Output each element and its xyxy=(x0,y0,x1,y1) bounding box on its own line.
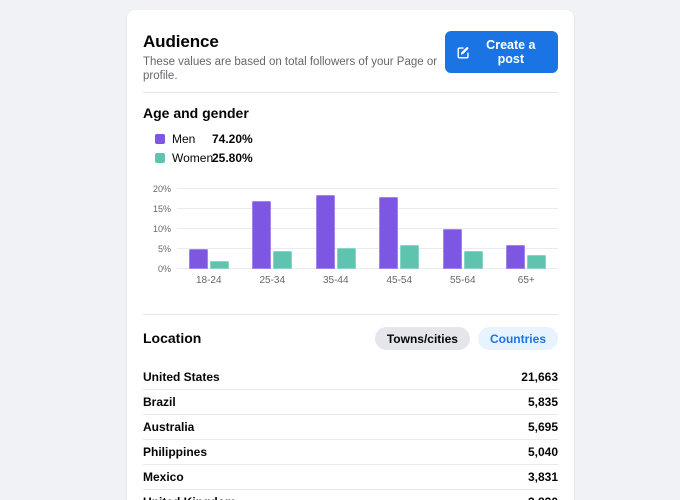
location-header: Location Towns/cities Countries xyxy=(143,327,558,350)
location-toggle-group: Towns/cities Countries xyxy=(374,327,558,350)
legend-value-men: 74.20% xyxy=(212,132,253,146)
chart-plot xyxy=(177,188,558,269)
chart-group-55-64 xyxy=(431,189,495,269)
x-tick-label-65: 65+ xyxy=(517,275,535,286)
location-value-mexico: 3,831 xyxy=(527,470,558,484)
toggle-countries[interactable]: Countries xyxy=(477,327,558,350)
toggle-towns-cities[interactable]: Towns/cities xyxy=(374,327,470,350)
chart-groups xyxy=(177,189,558,269)
location-row-australia[interactable]: Australia 5,695 xyxy=(143,415,558,440)
y-tick-label-15: 15% xyxy=(152,204,171,214)
legend-swatch-men xyxy=(155,134,165,144)
bar-men-45-54[interactable] xyxy=(379,197,399,269)
bar-men-35-44[interactable] xyxy=(315,194,335,269)
location-name-united-kingdom: United Kingdom xyxy=(143,495,236,500)
legend-value-women: 25.80% xyxy=(212,151,253,165)
location-value-australia: 5,695 xyxy=(527,420,558,434)
page-title: Audience xyxy=(143,32,219,51)
create-post-label: Create a post xyxy=(486,38,536,66)
chart-y-axis: 0% 5% 10% 15% 20% xyxy=(143,184,171,274)
chart-group-65 xyxy=(495,189,559,269)
header-divider xyxy=(143,92,558,93)
location-name-united-states: United States xyxy=(143,370,220,384)
bar-women-25-34[interactable] xyxy=(273,251,293,269)
age-gender-legend: Men 74.20% Women 25.80% xyxy=(155,132,558,165)
chart-group-25-34 xyxy=(241,189,305,269)
chart-group-45-54 xyxy=(368,189,432,269)
gridline-10 xyxy=(177,228,558,229)
card-header: Audience These values are based on total… xyxy=(127,10,574,83)
bar-men-65[interactable] xyxy=(506,245,526,269)
chart-group-35-44 xyxy=(304,189,368,269)
legend-swatch-women xyxy=(155,153,165,163)
legend-label-women: Women xyxy=(172,151,214,165)
legend-item-women: Women 25.80% xyxy=(155,151,558,165)
bar-women-45-54[interactable] xyxy=(400,244,420,269)
gridline-15 xyxy=(177,208,558,209)
location-row-united-states[interactable]: United States 21,663 xyxy=(143,365,558,390)
chart-body: 0% 5% 10% 15% 20% xyxy=(143,184,558,274)
location-name-mexico: Mexico xyxy=(143,470,184,484)
header-text: Audience These values are based on total… xyxy=(143,31,445,83)
y-tick-label-5: 5% xyxy=(157,244,171,254)
age-gender-title: Age and gender xyxy=(143,105,249,121)
bar-men-55-64[interactable] xyxy=(442,229,462,269)
page-subtitle: These values are based on total follower… xyxy=(143,56,438,82)
x-tick-label-55-64: 55-64 xyxy=(449,275,476,286)
age-gender-section: Age and gender Men 74.20% Women 25.80% 0% 5%… xyxy=(127,93,574,286)
create-post-button[interactable]: Create a post xyxy=(444,31,558,73)
x-tick-label-45-54: 45-54 xyxy=(386,275,413,286)
audience-card: Audience These values are based on total… xyxy=(127,10,574,500)
location-row-mexico[interactable]: Mexico 3,831 xyxy=(143,465,558,490)
x-tick-label-25-34: 25-34 xyxy=(259,275,286,286)
location-value-brazil: 5,835 xyxy=(527,395,558,409)
y-tick-label-0: 0% xyxy=(157,264,171,274)
location-row-united-kingdom[interactable]: United Kingdom 3,830 xyxy=(143,490,558,500)
bar-women-18-24[interactable] xyxy=(209,261,229,269)
location-row-philippines[interactable]: Philippines 5,040 xyxy=(143,440,558,465)
y-tick-label-10: 10% xyxy=(152,224,171,234)
location-table: United States 21,663 Brazil 5,835 Australia 5… xyxy=(143,365,558,500)
location-name-australia: Australia xyxy=(143,420,195,434)
legend-item-men: Men 74.20% xyxy=(155,132,558,146)
location-row-brazil[interactable]: Brazil 5,835 xyxy=(143,390,558,415)
location-name-philippines: Philippines xyxy=(143,445,208,459)
location-name-brazil: Brazil xyxy=(143,395,176,409)
x-tick-label-18-24: 18-24 xyxy=(195,275,222,286)
bar-women-65[interactable] xyxy=(527,255,547,269)
gridline-0 xyxy=(177,268,558,269)
chart-group-18-24 xyxy=(177,189,241,269)
location-section: Location Towns/cities Countries United St… xyxy=(127,315,574,500)
location-title: Location xyxy=(143,330,202,346)
location-value-united-kingdom: 3,830 xyxy=(528,495,558,500)
legend-label-men: Men xyxy=(172,132,196,146)
bar-men-18-24[interactable] xyxy=(188,249,208,269)
gridline-20 xyxy=(177,188,558,189)
location-value-philippines: 5,040 xyxy=(527,445,558,459)
location-value-united-states: 21,663 xyxy=(521,370,558,384)
section-divider xyxy=(143,314,558,315)
gridline-5 xyxy=(177,248,558,249)
bar-women-35-44[interactable] xyxy=(336,247,356,269)
bar-men-25-34[interactable] xyxy=(252,201,272,269)
chart-x-axis: 18-24 25-34 35-44 45-54 55-64 65+ xyxy=(177,275,558,286)
x-tick-label-35-44: 35-44 xyxy=(322,275,349,286)
y-tick-label-20: 20% xyxy=(152,184,171,194)
compose-icon xyxy=(457,46,470,59)
bar-women-55-64[interactable] xyxy=(463,250,483,269)
age-gender-chart: 0% 5% 10% 15% 20% 18-24 25-34 35-44 45-54 55-64 6… xyxy=(143,184,558,286)
